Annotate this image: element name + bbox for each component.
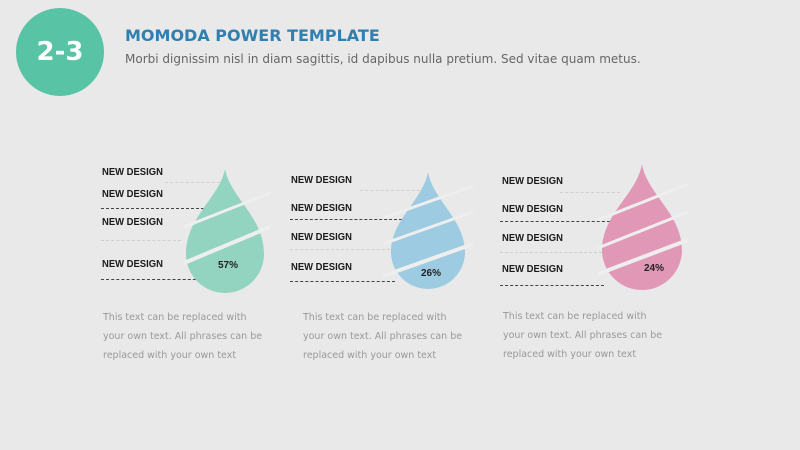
water-drop-3-stripe-1: [598, 182, 688, 222]
water-drop-2-stripe-2: [383, 210, 473, 246]
group-2-description: This text can be replaced with your own …: [303, 308, 478, 365]
group-1-desc-line-1: This text can be replaced with: [103, 312, 247, 323]
group-2-guide-2: [290, 249, 390, 250]
group-1-label-2: NEW DESIGN: [102, 188, 163, 200]
group-1-description: This text can be replaced with your own …: [103, 308, 278, 365]
group-2-line-1: [290, 219, 402, 220]
group-3-desc-line-3: replaced with your own text: [503, 349, 637, 360]
group-3-label-1: NEW DESIGN: [502, 175, 563, 187]
group-3-desc-line-1: This text can be replaced with: [503, 311, 647, 322]
group-3-label-2: NEW DESIGN: [502, 203, 563, 215]
group-1-label-1: NEW DESIGN: [102, 166, 163, 178]
group-3-label-3: NEW DESIGN: [502, 232, 563, 244]
group-1-line-1: [101, 208, 209, 209]
water-drop-2-shape: [391, 172, 465, 289]
water-drop-1-shape: [186, 169, 264, 293]
group-1-line-2: [101, 279, 201, 280]
water-drop-3-stripe-3: [598, 238, 688, 276]
group-2-label-2: NEW DESIGN: [291, 202, 352, 214]
water-drop-1-stripe-2: [184, 225, 270, 265]
group-3-guide-1: [560, 192, 620, 193]
group-1-desc-line-2: your own text. All phrases can be: [103, 331, 263, 342]
water-drop-3-stripe-2: [598, 210, 688, 250]
group-1-guide-1: [165, 182, 220, 183]
group-1-label-3: NEW DESIGN: [102, 216, 163, 228]
slide-subtitle: Morbi dignissim nisl in diam sagittis, i…: [125, 52, 641, 66]
group-1-desc-line-3: replaced with your own text: [103, 350, 237, 361]
water-drop-1-stripe-1: [184, 191, 270, 229]
group-3-line-2: [500, 285, 604, 286]
slide-number-badge: 2-3: [16, 8, 104, 96]
group-2-desc-line-1: This text can be replaced with: [303, 312, 447, 323]
group-3-line-1: [500, 221, 610, 222]
slide-title: MOMODA POWER TEMPLATE: [125, 26, 380, 45]
water-drop-1: [184, 169, 270, 293]
group-1-label-4: NEW DESIGN: [102, 258, 163, 270]
group-2-desc-line-2: your own text. All phrases can be: [303, 331, 463, 342]
group-1-percent: 57%: [218, 260, 239, 271]
group-1-guide-2: [101, 240, 181, 241]
group-2-guide-1: [360, 190, 420, 191]
group-2-label-1: NEW DESIGN: [291, 174, 352, 186]
group-3-description: This text can be replaced with your own …: [503, 307, 678, 364]
group-3-guide-2: [500, 252, 602, 253]
water-drop-2-stripe-3: [383, 242, 473, 278]
group-3-desc-line-2: your own text. All phrases can be: [503, 330, 663, 341]
group-2-percent: 26%: [421, 268, 442, 279]
group-2-line-2: [290, 281, 395, 282]
water-drop-2-stripe-1: [383, 184, 473, 220]
water-drop-2: [383, 172, 473, 289]
group-2-desc-line-3: replaced with your own text: [303, 350, 437, 361]
group-3-percent: 24%: [644, 263, 665, 274]
water-drop-3-shape: [602, 164, 682, 290]
group-2-label-4: NEW DESIGN: [291, 261, 352, 273]
water-drop-3: [598, 164, 688, 290]
group-3-label-4: NEW DESIGN: [502, 263, 563, 275]
group-2-label-3: NEW DESIGN: [291, 231, 352, 243]
